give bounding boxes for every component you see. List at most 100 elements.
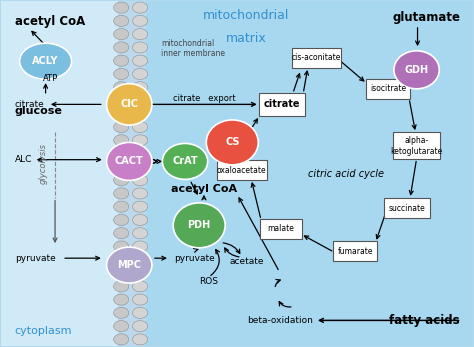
Circle shape [114,161,129,172]
FancyBboxPatch shape [146,1,474,346]
Circle shape [114,42,129,53]
FancyBboxPatch shape [292,48,341,68]
Circle shape [133,294,148,305]
Circle shape [114,135,129,146]
Text: glutamate: glutamate [392,11,460,24]
Circle shape [114,2,129,13]
FancyBboxPatch shape [260,219,302,239]
Text: pyruvate: pyruvate [15,254,55,263]
Circle shape [114,294,129,305]
FancyBboxPatch shape [366,79,410,99]
Text: malate: malate [267,224,294,233]
Text: mitochondrial
inner membrane: mitochondrial inner membrane [161,39,225,58]
Circle shape [114,121,129,133]
Circle shape [133,121,148,133]
Circle shape [133,68,148,79]
Text: mitochondrial: mitochondrial [203,9,290,22]
Text: pyruvate: pyruvate [174,254,215,263]
Circle shape [114,28,129,40]
Circle shape [133,307,148,319]
Text: citrate   export: citrate export [173,94,235,103]
Circle shape [133,214,148,226]
Text: citric acid cycle: citric acid cycle [308,169,383,178]
Text: CACT: CACT [115,156,144,167]
Circle shape [133,2,148,13]
Text: ROS: ROS [199,277,218,286]
Circle shape [133,201,148,212]
Text: acetyl CoA: acetyl CoA [171,184,237,194]
Circle shape [133,42,148,53]
Circle shape [114,175,129,186]
Circle shape [114,108,129,119]
Text: cis-aconitate: cis-aconitate [292,53,341,62]
Text: alpha-
ketoglutarate: alpha- ketoglutarate [391,136,443,155]
Text: CIC: CIC [120,99,138,109]
Text: CS: CS [225,137,239,147]
Text: citrate: citrate [264,99,300,109]
Ellipse shape [394,51,439,89]
Circle shape [114,281,129,292]
Text: matrix: matrix [226,32,267,45]
Circle shape [114,334,129,345]
Text: isocitrate: isocitrate [370,84,406,93]
FancyBboxPatch shape [333,241,377,261]
Circle shape [133,28,148,40]
Text: ATP: ATP [43,74,58,83]
Circle shape [133,108,148,119]
Circle shape [133,15,148,26]
Text: GDH: GDH [404,65,428,75]
Circle shape [114,241,129,252]
Text: ACLY: ACLY [32,56,59,66]
Text: oxaloacetate: oxaloacetate [217,166,266,175]
Circle shape [133,281,148,292]
Circle shape [114,95,129,106]
Circle shape [133,135,148,146]
Text: fumarate: fumarate [337,247,373,256]
Text: glucose: glucose [15,106,63,116]
Circle shape [114,15,129,26]
Circle shape [133,161,148,172]
Circle shape [133,268,148,279]
Circle shape [133,241,148,252]
Ellipse shape [162,143,208,179]
Circle shape [114,214,129,226]
Circle shape [133,175,148,186]
Ellipse shape [19,43,72,79]
Circle shape [133,82,148,93]
Ellipse shape [173,203,225,248]
Text: acetate: acetate [229,257,264,266]
Circle shape [114,82,129,93]
Text: cytoplasm: cytoplasm [15,326,73,336]
Circle shape [133,148,148,159]
Ellipse shape [206,120,258,165]
Text: fatty acids: fatty acids [389,314,459,327]
Text: CrAT: CrAT [172,156,198,167]
FancyBboxPatch shape [0,1,118,346]
Ellipse shape [107,247,152,283]
Circle shape [133,334,148,345]
FancyBboxPatch shape [384,198,430,218]
Circle shape [114,307,129,319]
Circle shape [133,254,148,265]
Text: glycolysis: glycolysis [39,143,48,184]
Circle shape [114,68,129,79]
Circle shape [114,201,129,212]
Circle shape [133,228,148,239]
Circle shape [114,188,129,199]
Text: ALC: ALC [15,155,32,164]
FancyBboxPatch shape [393,132,440,159]
Circle shape [114,228,129,239]
FancyBboxPatch shape [118,1,146,346]
Ellipse shape [107,142,152,180]
FancyBboxPatch shape [217,160,267,180]
Circle shape [133,188,148,199]
Text: beta-oxidation: beta-oxidation [247,316,313,325]
Circle shape [114,55,129,66]
Circle shape [114,268,129,279]
Circle shape [133,321,148,332]
Text: acetyl CoA: acetyl CoA [15,15,85,28]
Circle shape [133,95,148,106]
Circle shape [114,321,129,332]
FancyBboxPatch shape [259,93,305,116]
Circle shape [114,148,129,159]
